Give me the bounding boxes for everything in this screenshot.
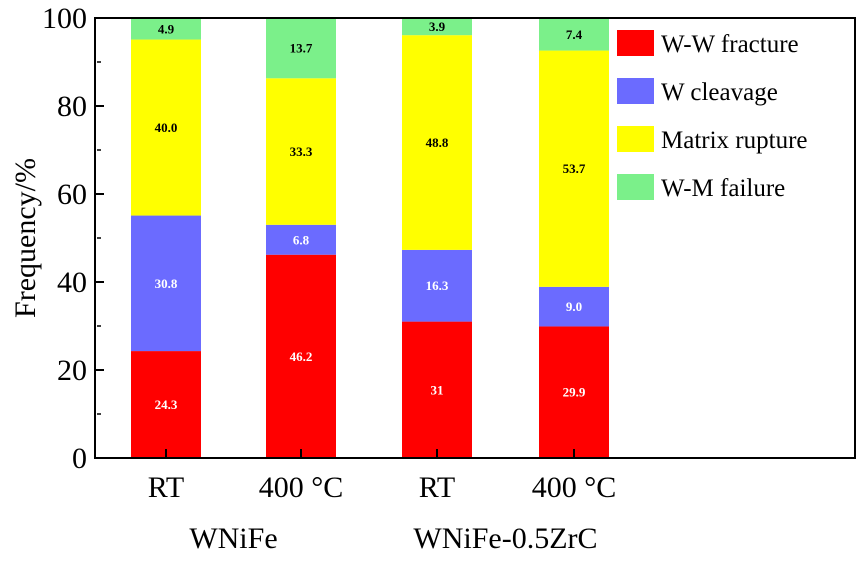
legend-label: W cleavage	[661, 79, 778, 106]
bar-segment	[402, 18, 472, 36]
bar-segment	[539, 326, 609, 458]
legend: W-W fracture W cleavage Matrix rupture W-M …	[617, 30, 807, 202]
x-tick-label: RT	[419, 471, 456, 504]
bar-segment	[402, 321, 472, 458]
x-axis: RT 400 °C RT 400 °C WNiFe WNiFe-0.5ZrC	[148, 449, 617, 555]
legend-label: W-M failure	[661, 175, 785, 202]
data-label: 53.7	[563, 161, 586, 176]
data-label: 9.0	[566, 299, 582, 314]
y-tick-label: 20	[57, 354, 87, 387]
y-tick-label: 100	[42, 2, 87, 35]
legend-swatch	[617, 78, 654, 104]
bar-segment	[266, 78, 336, 225]
legend-label: W-W fracture	[661, 31, 799, 58]
bar-segment	[402, 35, 472, 250]
bar-segment	[131, 39, 201, 216]
y-tick-label: 80	[57, 90, 87, 123]
data-label: 46.2	[290, 349, 313, 364]
legend-swatch	[617, 126, 654, 152]
group-label: WNiFe	[189, 522, 277, 555]
bar-segment	[131, 215, 201, 352]
data-label: 29.9	[563, 385, 586, 400]
legend-swatch	[617, 174, 654, 200]
bar-segment	[266, 18, 336, 79]
x-tick-label: 400 °C	[259, 471, 344, 504]
y-tick-label: 60	[57, 178, 87, 211]
bar-segment	[539, 18, 609, 51]
group-label: WNiFe-0.5ZrC	[413, 522, 597, 555]
legend-label: Matrix rupture	[661, 127, 807, 154]
bar-segment	[266, 224, 336, 255]
y-axis: 0 20 40 60 80 100	[42, 2, 104, 475]
data-label: 30.8	[155, 276, 178, 291]
bar-segment	[266, 254, 336, 458]
data-label: 4.9	[158, 21, 175, 36]
bar-segment	[131, 18, 201, 40]
bar-segment	[131, 351, 201, 458]
data-label: 40.0	[155, 120, 178, 135]
data-label: 6.8	[293, 232, 310, 247]
bars	[131, 18, 609, 458]
bar-segment	[539, 286, 609, 327]
bar-segment	[539, 50, 609, 287]
y-tick-label: 0	[72, 442, 87, 475]
data-label: 3.9	[429, 19, 446, 34]
data-label: 33.3	[290, 144, 313, 159]
data-label: 48.8	[426, 135, 449, 150]
data-label: 31	[431, 382, 444, 397]
y-axis-label: Frequency/%	[9, 158, 42, 318]
data-label: 16.3	[426, 278, 449, 293]
x-tick-label: RT	[148, 471, 185, 504]
data-label: 7.4	[566, 27, 583, 42]
x-tick-label: 400 °C	[532, 471, 617, 504]
data-label: 24.3	[155, 397, 178, 412]
segment-labels: 24.3 30.8 40.0 4.9 46.2 6.8 33.3 13.7 31 16.3 48.8…	[155, 19, 586, 412]
y-tick-label: 40	[57, 266, 87, 299]
bar-segment	[402, 249, 472, 322]
legend-swatch	[617, 30, 654, 56]
data-label: 13.7	[290, 41, 313, 56]
plot-frame	[94, 17, 856, 459]
